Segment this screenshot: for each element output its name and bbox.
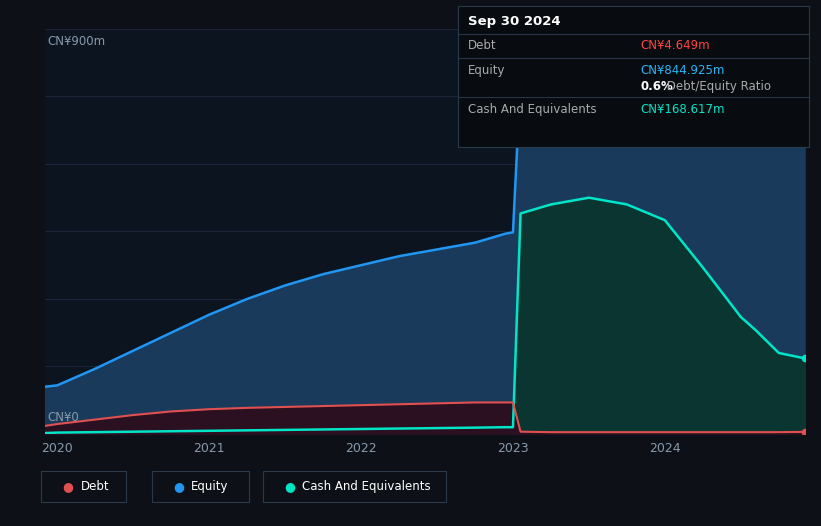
Text: CN¥4.649m: CN¥4.649m	[640, 39, 710, 52]
Text: Cash And Equivalents: Cash And Equivalents	[468, 104, 597, 116]
Text: Debt: Debt	[468, 39, 497, 52]
Text: Cash And Equivalents: Cash And Equivalents	[302, 480, 431, 493]
Text: CN¥844.925m: CN¥844.925m	[640, 64, 725, 77]
Text: 0.6%: 0.6%	[640, 80, 673, 93]
Text: Sep 30 2024: Sep 30 2024	[468, 15, 561, 27]
Text: CN¥0: CN¥0	[48, 411, 79, 424]
Text: ●: ●	[173, 480, 184, 493]
Text: CN¥900m: CN¥900m	[48, 35, 106, 48]
Text: CN¥168.617m: CN¥168.617m	[640, 104, 725, 116]
Text: ●: ●	[62, 480, 73, 493]
Text: ●: ●	[284, 480, 295, 493]
Text: Debt: Debt	[80, 480, 109, 493]
Text: Equity: Equity	[191, 480, 229, 493]
Text: Equity: Equity	[468, 64, 506, 77]
Text: Debt/Equity Ratio: Debt/Equity Ratio	[663, 80, 772, 93]
